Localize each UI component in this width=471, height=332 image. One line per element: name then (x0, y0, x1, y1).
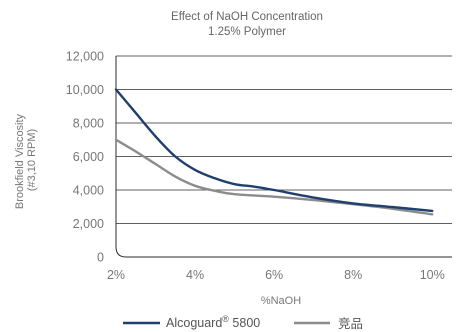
series-lines (114, 88, 434, 216)
gridlines (116, 55, 452, 224)
y-tick-label-6: 12,000 (66, 50, 104, 64)
y-axis-label: Brookfield Viscosity (#3,10 RPM) (14, 111, 38, 209)
y-tick-label-3: 6,000 (73, 150, 104, 164)
y-tick-labels: 0 2,000 4,000 6,000 8,000 10,000 12,000 (66, 50, 104, 265)
y-tick-label-1: 2,000 (73, 217, 104, 231)
x-tick-label-2: 6% (265, 268, 283, 282)
y-axis-label-line2: (#3,10 RPM) (26, 129, 38, 191)
y-axis-label-line1: Brookfield Viscosity (14, 113, 26, 209)
chart-subtitle: 1.25% Polymer (208, 26, 286, 38)
legend-label-competitor: 竞品 (338, 316, 363, 331)
x-tick-label-0: 2% (107, 268, 125, 282)
x-tick-label-4: 10% (420, 268, 445, 282)
y-tick-label-4: 8,000 (73, 117, 104, 131)
series-line-0 (114, 88, 434, 213)
y-tick-label-2: 4,000 (73, 184, 104, 198)
chart-title: Effect of NaOH Concentration (171, 11, 323, 23)
x-tick-label-1: 4% (186, 268, 204, 282)
legend-label-alcoguard: Alcoguard® 5800 (166, 314, 260, 330)
legend: Alcoguard® 5800 竞品 (123, 314, 363, 331)
x-axis-label: %NaOH (261, 295, 301, 307)
axis-lines (115, 56, 452, 258)
x-tick-labels: 2% 4% 6% 8% 10% (107, 268, 445, 282)
series-line-1 (114, 138, 434, 216)
x-tick-label-3: 8% (344, 268, 362, 282)
y-tick-label-0: 0 (97, 251, 104, 265)
axes (115, 56, 452, 258)
y-tick-label-5: 10,000 (66, 83, 104, 97)
